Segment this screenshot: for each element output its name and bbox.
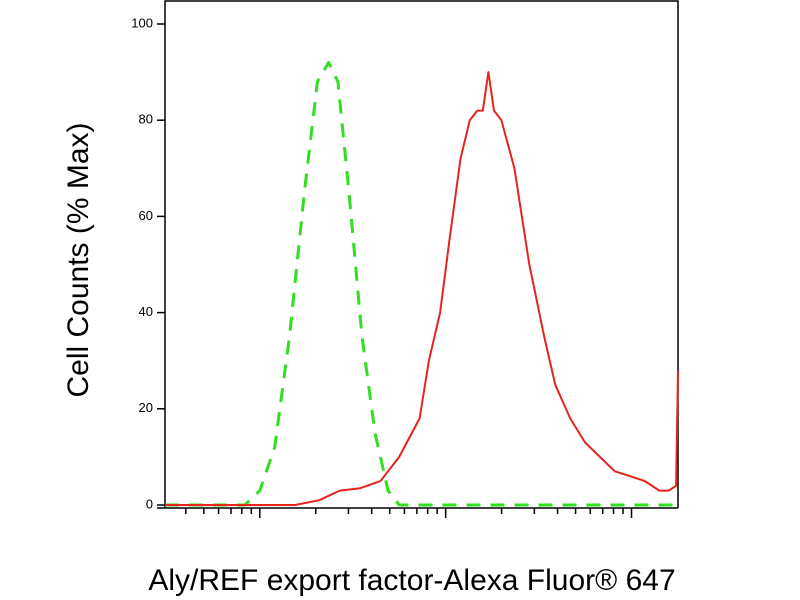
y-tick-label: 60: [139, 208, 153, 223]
y-tick-label: 40: [139, 304, 153, 319]
plot-frame: [164, 0, 679, 508]
histogram-line: [165, 71, 679, 506]
y-tick-label: 0: [146, 496, 153, 511]
histogram-line: [165, 61, 678, 507]
x-axis-title: Aly/REF export factor-Alexa Fluor® 647: [148, 564, 675, 597]
y-tick-label: 20: [139, 400, 153, 415]
y-axis-title: Cell Counts (% Max): [62, 122, 95, 397]
y-tick-label: 80: [139, 112, 153, 127]
y-tick-label: 100: [131, 15, 153, 30]
